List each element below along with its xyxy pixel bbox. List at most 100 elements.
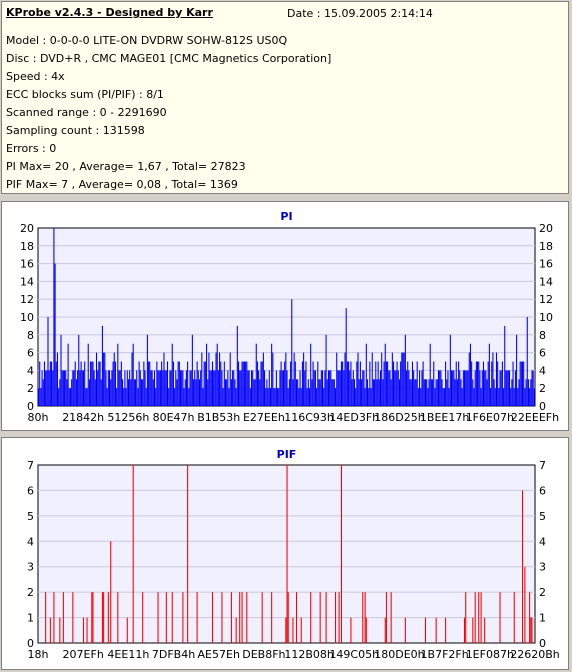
bar xyxy=(198,379,200,406)
bar xyxy=(351,379,353,406)
bar xyxy=(484,617,486,643)
y-tick-label-right: 0 xyxy=(539,637,546,650)
bar xyxy=(85,388,87,406)
info-errors: Errors : 0 xyxy=(6,142,57,155)
bar xyxy=(377,361,379,406)
bar xyxy=(162,370,164,406)
bar xyxy=(196,592,198,643)
bar xyxy=(521,361,524,406)
bar xyxy=(314,370,316,406)
bar xyxy=(149,361,151,406)
bar xyxy=(458,361,460,406)
bar xyxy=(261,592,263,643)
bar xyxy=(358,379,360,406)
bar xyxy=(172,361,174,406)
bar xyxy=(243,361,245,406)
y-tick-label-right: 14 xyxy=(539,275,553,288)
pif-chart: PIF 0 0 1 1 2 2 3 3 4 4 5 5 6 6 7 7 18h 207EFh 4EE11h 7DFB4h… xyxy=(27,448,560,661)
y-tick-label-right: 4 xyxy=(539,364,546,377)
bar xyxy=(246,361,248,406)
bar xyxy=(508,370,511,406)
bar xyxy=(340,465,342,643)
bar xyxy=(448,388,450,406)
bar xyxy=(313,370,315,406)
y-tick-label-left: 20 xyxy=(20,222,34,235)
bar xyxy=(523,361,525,406)
bar xyxy=(227,370,229,406)
bar xyxy=(156,361,158,406)
bar xyxy=(236,325,238,406)
bar xyxy=(200,370,202,406)
bar xyxy=(230,592,232,643)
bar xyxy=(493,379,495,406)
bar xyxy=(301,361,303,406)
scan-date: Date : 15.09.2005 2:14:14 xyxy=(287,7,433,20)
bar xyxy=(62,592,64,643)
x-tick-label: AE57Eh xyxy=(198,648,240,661)
bar xyxy=(369,361,371,406)
bar xyxy=(407,361,409,406)
y-tick-label-left: 2 xyxy=(27,586,34,599)
bar xyxy=(249,388,251,406)
bar xyxy=(359,361,361,406)
bar xyxy=(364,388,366,406)
bar xyxy=(69,388,72,406)
bar xyxy=(265,388,267,406)
bar xyxy=(62,370,64,406)
bar xyxy=(136,370,138,406)
bar xyxy=(133,379,135,406)
bar xyxy=(385,592,387,643)
y-tick-label-left: 12 xyxy=(20,293,34,306)
bar xyxy=(475,361,477,406)
bar xyxy=(43,361,45,406)
bar xyxy=(110,379,112,406)
bar xyxy=(39,361,41,406)
bar xyxy=(47,317,49,406)
bar xyxy=(473,388,475,406)
bar xyxy=(357,352,359,406)
bar xyxy=(467,370,469,406)
bar xyxy=(248,370,250,406)
y-tick-label-left: 5 xyxy=(27,510,34,523)
bar xyxy=(422,361,424,406)
bar xyxy=(140,379,143,406)
bar xyxy=(144,370,146,406)
bar xyxy=(513,592,515,643)
bar xyxy=(310,343,312,406)
bar xyxy=(442,388,444,406)
bar xyxy=(229,352,231,406)
bar xyxy=(474,592,476,643)
bar xyxy=(335,388,337,406)
bar xyxy=(165,592,167,643)
bar xyxy=(291,299,293,406)
bar xyxy=(138,361,140,406)
bar xyxy=(235,617,237,643)
x-tick-label: DEB8Fh xyxy=(242,648,285,661)
y-tick-label-right: 7 xyxy=(539,459,546,472)
bar xyxy=(261,361,263,406)
bar xyxy=(274,388,276,406)
bar xyxy=(79,370,81,406)
bar xyxy=(99,361,101,406)
bar xyxy=(401,352,403,406)
bar xyxy=(56,352,58,406)
bar xyxy=(204,361,206,406)
bar xyxy=(317,361,319,406)
bar xyxy=(259,379,261,406)
bar xyxy=(300,617,302,643)
bar xyxy=(87,343,89,406)
y-tick-label-left: 3 xyxy=(27,561,34,574)
bar xyxy=(92,592,94,643)
bar xyxy=(82,617,85,643)
bar xyxy=(325,334,327,406)
bar xyxy=(208,352,210,406)
bar xyxy=(182,592,184,643)
bar xyxy=(262,352,264,406)
bar xyxy=(271,592,273,643)
bar xyxy=(241,361,243,406)
bar xyxy=(111,370,113,406)
bar xyxy=(185,370,187,406)
bar xyxy=(97,370,99,406)
bar xyxy=(91,361,93,406)
bar xyxy=(118,370,120,406)
